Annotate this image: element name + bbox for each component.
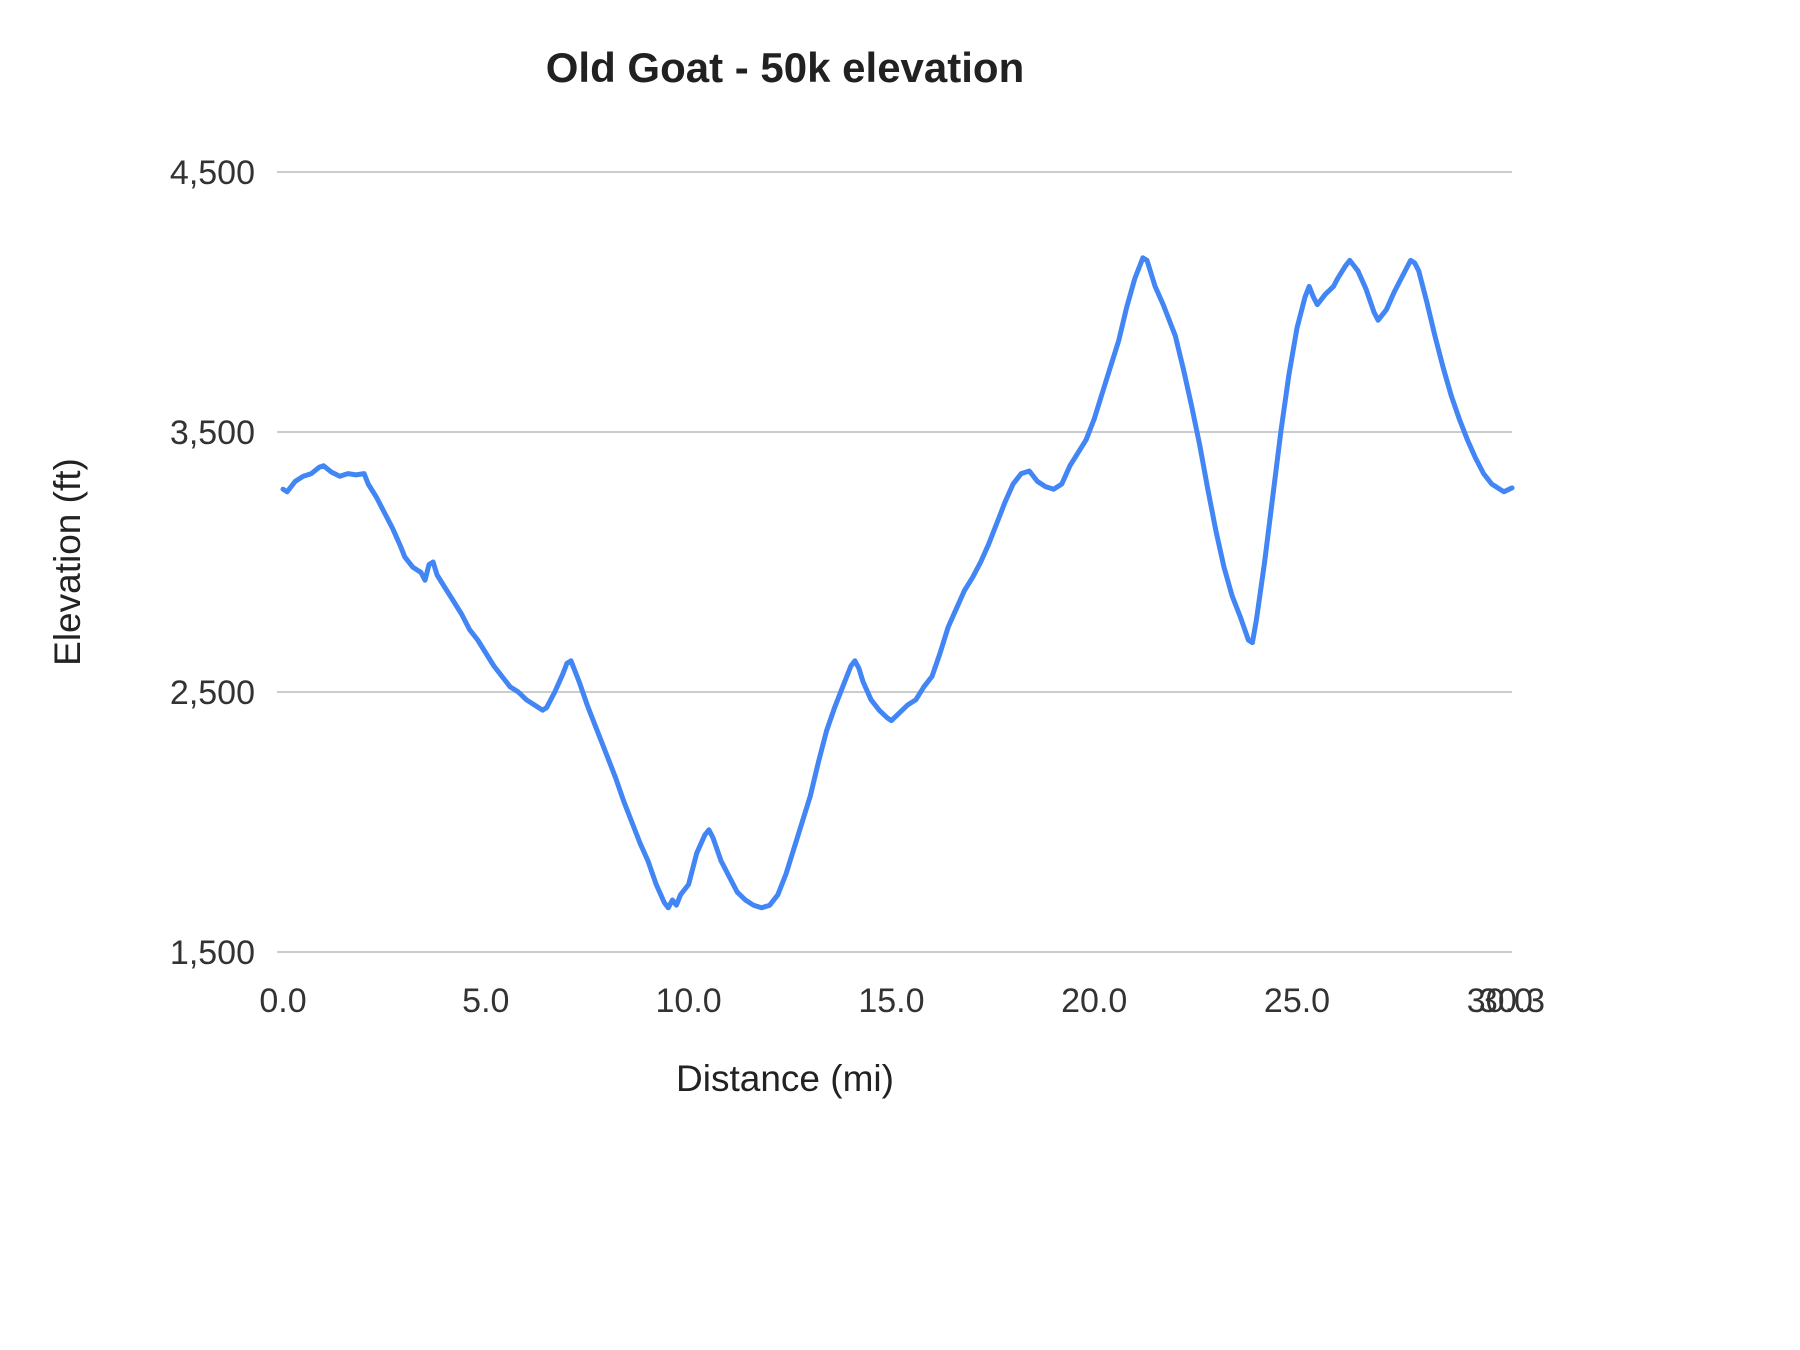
chart-title: Old Goat - 50k elevation [545,44,1025,91]
y-tick-label: 1,500 [170,934,255,972]
y-tick-label: 3,500 [170,414,255,452]
x-tick-label: 30.0 [1467,982,1533,1020]
y-tick-label: 2,500 [170,674,255,712]
x-tick-label: 15.0 [858,982,924,1020]
x-tick-label: 25.0 [1264,982,1330,1020]
x-tick-label: 10.0 [656,982,722,1020]
x-tick-label: 5.0 [462,982,509,1020]
x-axis-title: Distance (mi) [676,1058,894,1099]
x-tick-label: 0.0 [259,982,306,1020]
x-tick-label: 20.0 [1061,982,1127,1020]
y-tick-label: 4,500 [170,154,255,192]
elevation-line [280,255,1515,911]
x-tick-label: 30.3 [1479,982,1545,1020]
